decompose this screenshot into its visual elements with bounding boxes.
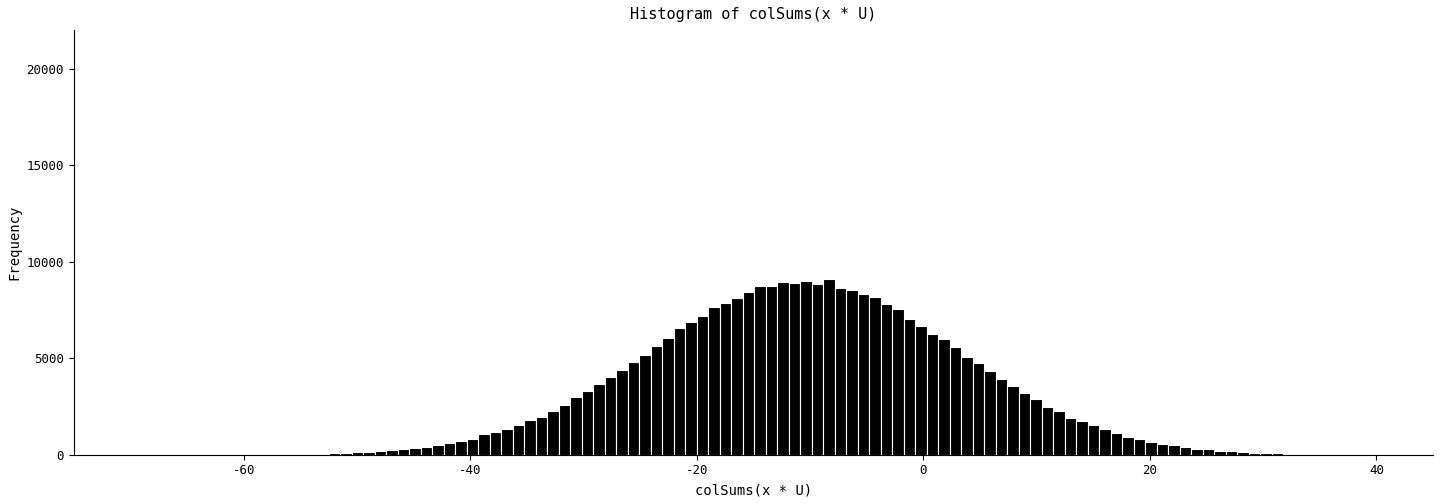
Bar — [927, 334, 939, 455]
Bar — [328, 453, 340, 455]
Bar — [789, 283, 801, 455]
Bar — [858, 294, 870, 455]
Bar — [870, 297, 881, 455]
Bar — [397, 449, 409, 455]
Bar — [524, 420, 536, 455]
Bar — [697, 316, 708, 455]
Bar — [1214, 451, 1225, 455]
Bar — [570, 397, 582, 455]
Bar — [409, 448, 420, 455]
Title: Histogram of colSums(x * U): Histogram of colSums(x * U) — [631, 7, 877, 22]
Bar — [1156, 444, 1168, 455]
Y-axis label: Frequency: Frequency — [7, 205, 22, 280]
Bar — [755, 286, 766, 455]
X-axis label: colSums(x * U): colSums(x * U) — [694, 483, 812, 497]
Bar — [720, 303, 732, 455]
Bar — [386, 450, 397, 455]
Bar — [766, 286, 778, 455]
Bar — [616, 369, 628, 455]
Bar — [1122, 437, 1133, 455]
Bar — [1099, 429, 1110, 455]
Bar — [1237, 452, 1248, 455]
Bar — [996, 379, 1008, 455]
Bar — [271, 454, 282, 455]
Bar — [1248, 453, 1260, 455]
Bar — [778, 282, 789, 455]
Bar — [490, 432, 501, 455]
Bar — [847, 290, 858, 455]
Bar — [916, 326, 927, 455]
Bar — [513, 425, 524, 455]
Bar — [1041, 407, 1053, 455]
Bar — [536, 417, 547, 455]
Bar — [467, 439, 478, 455]
Bar — [1202, 449, 1214, 455]
Bar — [1225, 451, 1237, 455]
Bar — [950, 347, 962, 455]
Bar — [1191, 449, 1202, 455]
Bar — [501, 429, 513, 455]
Bar — [893, 309, 904, 455]
Bar — [1020, 393, 1031, 455]
Bar — [812, 284, 824, 455]
Bar — [282, 454, 294, 455]
Bar — [1133, 438, 1145, 455]
Bar — [317, 454, 328, 455]
Bar — [651, 346, 662, 455]
Bar — [444, 443, 455, 455]
Bar — [732, 298, 743, 455]
Bar — [1306, 454, 1318, 455]
Bar — [662, 338, 674, 455]
Bar — [801, 281, 812, 455]
Bar — [351, 452, 363, 455]
Bar — [708, 307, 720, 455]
Bar — [605, 377, 616, 455]
Bar — [294, 454, 305, 455]
Bar — [1087, 425, 1099, 455]
Bar — [420, 447, 432, 455]
Bar — [835, 288, 847, 455]
Bar — [1031, 399, 1041, 455]
Bar — [1168, 445, 1179, 455]
Bar — [639, 355, 651, 455]
Bar — [1053, 411, 1064, 455]
Bar — [939, 340, 950, 455]
Bar — [582, 391, 593, 455]
Bar — [374, 451, 386, 455]
Bar — [1283, 454, 1295, 455]
Bar — [973, 363, 985, 455]
Bar — [1008, 386, 1020, 455]
Bar — [1260, 453, 1272, 455]
Bar — [1179, 447, 1191, 455]
Bar — [685, 323, 697, 455]
Bar — [1110, 432, 1122, 455]
Bar — [904, 319, 916, 455]
Bar — [1272, 454, 1283, 455]
Bar — [432, 445, 444, 455]
Bar — [962, 357, 973, 455]
Bar — [1064, 418, 1076, 455]
Bar — [547, 411, 559, 455]
Bar — [1145, 442, 1156, 455]
Bar — [455, 441, 467, 455]
Bar — [305, 454, 317, 455]
Bar — [985, 370, 996, 455]
Bar — [824, 279, 835, 455]
Bar — [559, 405, 570, 455]
Bar — [593, 384, 605, 455]
Bar — [628, 362, 639, 455]
Bar — [1295, 454, 1306, 455]
Bar — [340, 453, 351, 455]
Bar — [743, 292, 755, 455]
Bar — [881, 304, 893, 455]
Bar — [363, 452, 374, 455]
Bar — [478, 434, 490, 455]
Bar — [674, 328, 685, 455]
Bar — [1076, 421, 1087, 455]
